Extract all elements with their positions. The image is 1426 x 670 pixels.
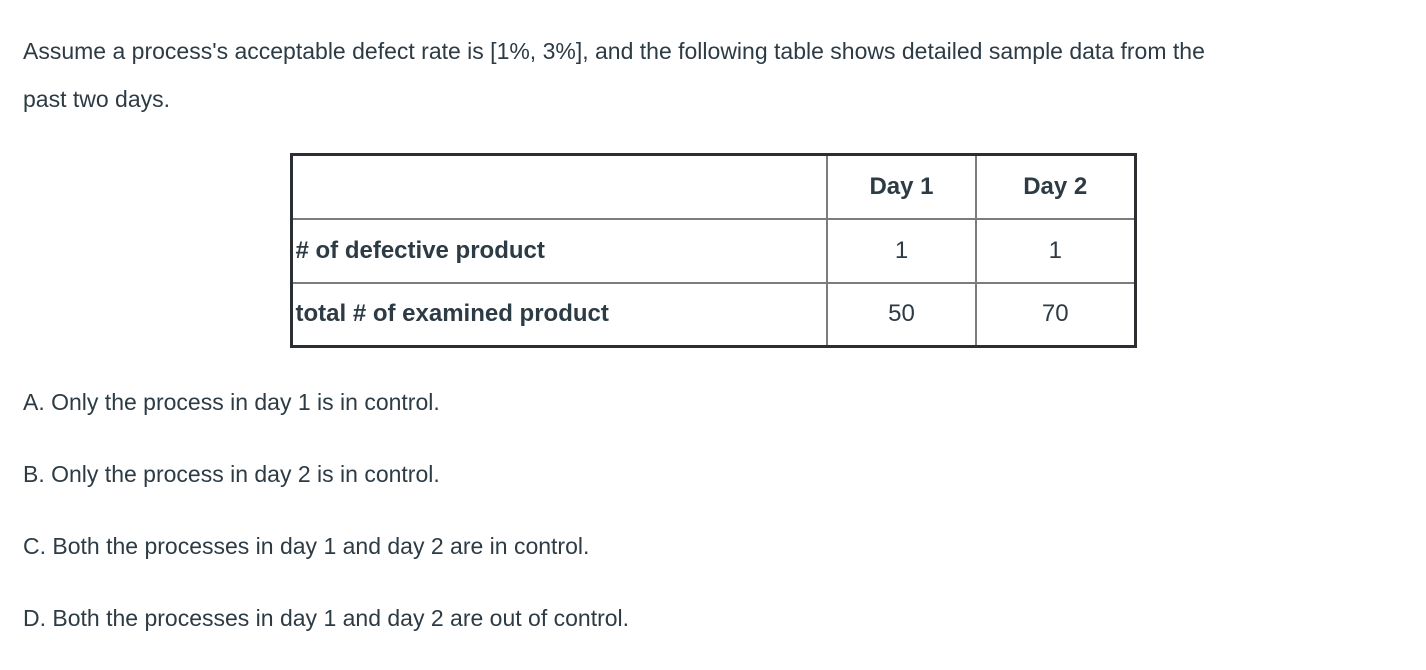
sample-data-table: Day 1 Day 2 # of defective product 1 1 t…: [289, 153, 1137, 348]
question-text: Assume a process's acceptable defect rat…: [23, 38, 1205, 112]
option-b: B. Only the process in day 2 is in contr…: [23, 461, 440, 487]
table-header-day2: Day 2: [975, 153, 1136, 220]
table-header-day1: Day 1: [826, 153, 977, 220]
option-a: A. Only the process in day 1 is in contr…: [23, 389, 440, 415]
row-label-defective: # of defective product: [290, 217, 828, 284]
option-c: C. Both the processes in day 1 and day 2…: [23, 533, 590, 559]
table-row-defective: # of defective product 1 1: [290, 217, 1136, 284]
table-row-examined: total # of examined product 50 70: [290, 281, 1136, 348]
answer-options: A. Only the process in day 1 is in contr…: [23, 386, 1403, 634]
examined-day1-value: 50: [826, 281, 977, 348]
option-d: D. Both the processes in day 1 and day 2…: [23, 605, 630, 631]
examined-day2-value: 70: [975, 281, 1136, 348]
table-header-empty: [290, 153, 828, 220]
defective-day2-value: 1: [975, 217, 1136, 284]
defective-day1-value: 1: [826, 217, 977, 284]
row-label-examined: total # of examined product: [290, 281, 828, 348]
table-header-row: Day 1 Day 2: [290, 153, 1136, 220]
